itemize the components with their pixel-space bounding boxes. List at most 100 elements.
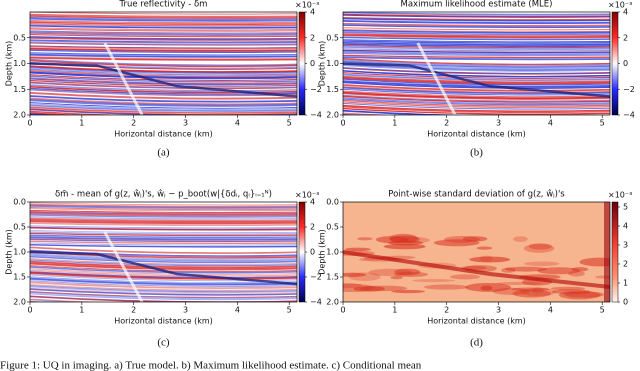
y-label: Depth (km) <box>5 229 14 275</box>
reflector <box>30 23 297 27</box>
reflector <box>343 94 610 102</box>
reflector <box>30 15 297 19</box>
colorbar-tick-label: −4 <box>310 298 322 307</box>
blob <box>496 281 543 286</box>
blob <box>353 286 385 292</box>
reflector <box>30 220 297 225</box>
colorbar-scale: ×10⁻³ <box>295 1 319 10</box>
y-tick-label: 1.0 <box>13 59 26 68</box>
reflector <box>30 288 297 296</box>
y-tick-label: 1.0 <box>326 248 339 257</box>
reflector <box>30 103 297 110</box>
reflector <box>30 99 297 107</box>
reflector <box>30 30 297 34</box>
x-tick-label: 1 <box>79 306 84 315</box>
reflector <box>30 98 297 106</box>
blob <box>412 279 456 283</box>
x-tick-label: 1 <box>79 119 84 128</box>
reflector <box>343 48 610 52</box>
reflector <box>30 243 297 248</box>
reflector <box>30 231 297 235</box>
reflector <box>343 58 610 66</box>
reflector <box>343 31 610 36</box>
colorbar-tick-label: 3 <box>623 241 628 250</box>
blob <box>558 290 601 300</box>
reflector <box>30 263 297 271</box>
blob <box>505 266 547 272</box>
blob <box>520 288 557 297</box>
x-tick-label: 2 <box>131 119 136 128</box>
panel-caption: (d) <box>470 337 483 349</box>
reflector <box>30 240 297 245</box>
panel-title: δm̄ - mean of g(z, ŵⱼ)'s, ŵⱼ ~ p_boot(w|… <box>55 190 272 200</box>
reflector <box>30 233 297 237</box>
blob <box>501 267 516 273</box>
reflector <box>30 244 297 248</box>
reflector <box>343 24 610 28</box>
blob <box>476 246 493 250</box>
colorbar-scale: ×10⁻³ <box>608 191 632 200</box>
reflector <box>30 281 297 289</box>
reflector <box>30 272 297 280</box>
reflector <box>30 291 297 299</box>
reflector <box>343 13 610 18</box>
blob <box>571 267 589 272</box>
strong-band <box>343 250 610 289</box>
reflector <box>30 97 297 106</box>
y-label: Depth (km) <box>318 229 327 275</box>
reflector <box>343 36 610 41</box>
reflector <box>30 75 297 83</box>
blob <box>462 236 488 242</box>
colorbar-tick-label: −2 <box>623 85 635 94</box>
reflector <box>30 39 297 43</box>
reflector <box>30 237 297 242</box>
reflector <box>30 284 297 292</box>
reflector <box>30 212 297 217</box>
blob <box>513 236 528 242</box>
reflector <box>30 42 297 46</box>
colorbar <box>298 201 306 303</box>
reflector <box>343 97 610 105</box>
strong-reflector <box>343 62 610 98</box>
reflector <box>343 91 610 99</box>
colorbar-tick-label: 0 <box>623 59 628 68</box>
reflector <box>343 106 610 114</box>
x-tick-label: 1 <box>392 306 397 315</box>
fault <box>103 231 144 302</box>
reflector <box>30 34 297 38</box>
y-tick-label: 1.5 <box>326 273 339 282</box>
colorbar-tick-label: 2 <box>310 33 315 42</box>
y-tick-label: 2.0 <box>326 298 339 307</box>
reflector <box>343 39 610 43</box>
colorbar-tick-label: 0 <box>623 298 628 307</box>
reflector <box>30 238 297 243</box>
reflector <box>30 81 297 89</box>
reflector <box>343 92 610 100</box>
x-tick-label: 4 <box>548 119 553 128</box>
blob <box>469 256 511 263</box>
reflector <box>30 82 297 90</box>
reflector <box>343 72 610 79</box>
y-label: Depth (km) <box>318 41 327 87</box>
reflector <box>30 255 297 264</box>
reflector <box>30 203 297 208</box>
reflector <box>30 208 297 212</box>
reflector <box>30 31 297 35</box>
reflector <box>30 25 297 29</box>
reflector <box>30 209 297 214</box>
reflector <box>30 58 297 66</box>
reflector <box>343 104 610 113</box>
reflector <box>343 12 610 16</box>
reflector <box>343 29 610 34</box>
y-tick-label: 0.5 <box>326 223 339 232</box>
panel: Point-wise standard deviation of g(z, ŵⱼ… <box>318 190 633 349</box>
x-tick-label: 0 <box>340 306 345 315</box>
reflector <box>343 17 610 21</box>
reflector <box>30 78 297 86</box>
blob <box>383 243 426 250</box>
colorbar-tick-label: 5 <box>623 203 628 212</box>
blob <box>523 243 555 253</box>
reflector <box>30 210 297 215</box>
reflector <box>343 44 610 49</box>
x-tick-label: 2 <box>131 306 136 315</box>
